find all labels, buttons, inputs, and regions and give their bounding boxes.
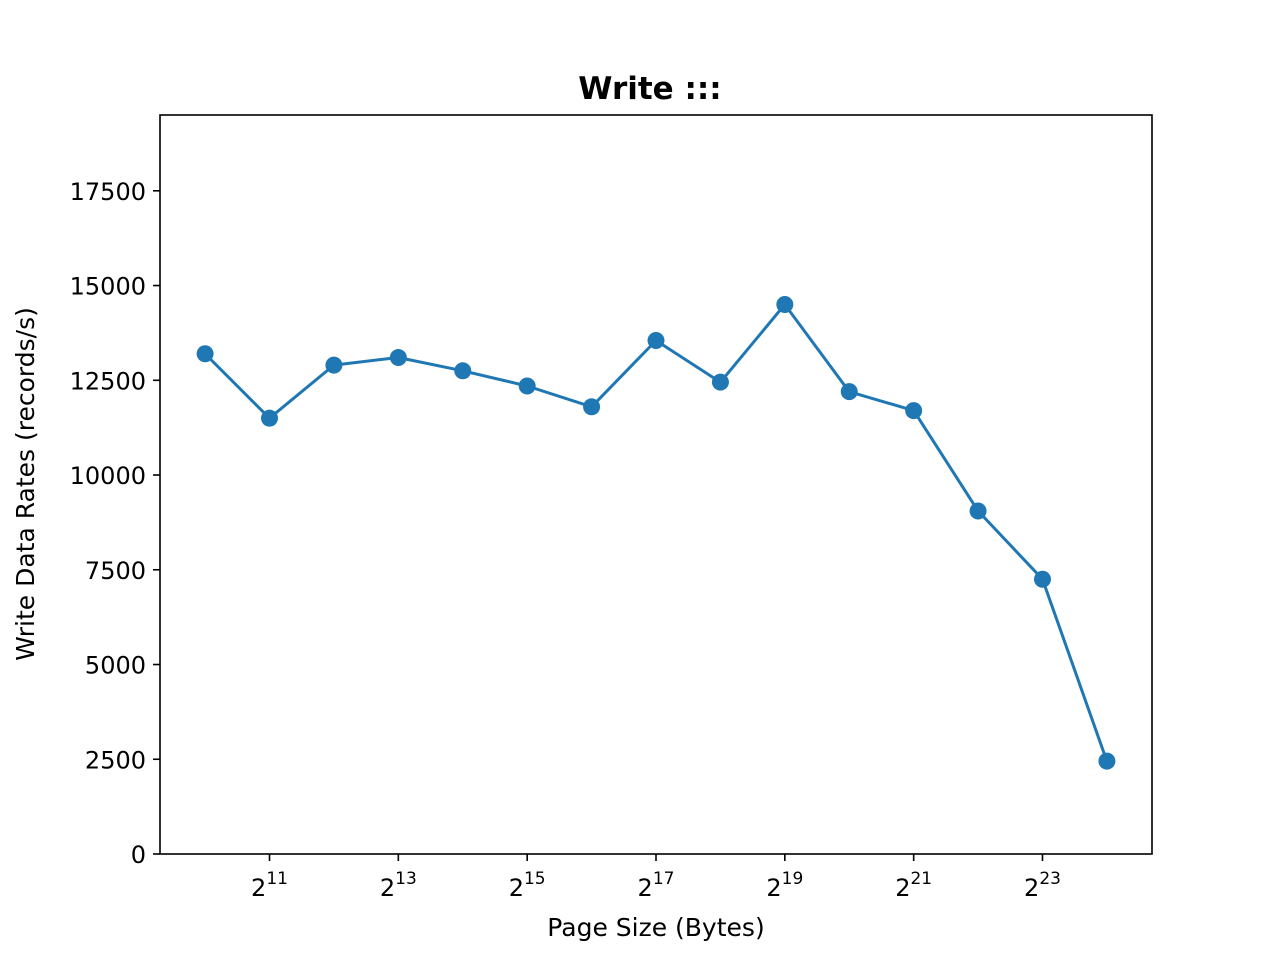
y-tick-label: 12500	[70, 367, 146, 395]
y-tick-label: 15000	[70, 273, 146, 301]
data-point	[647, 331, 665, 349]
data-point	[261, 409, 279, 427]
y-tick-label: 7500	[85, 557, 146, 585]
y-tick-label: 2500	[85, 746, 146, 774]
x-tick-label: 219	[766, 869, 803, 902]
data-point	[325, 356, 343, 374]
data-point	[905, 402, 923, 420]
x-tick-label: 217	[638, 869, 675, 902]
data-point	[1098, 752, 1116, 770]
data-point	[711, 373, 729, 391]
x-tick-label: 213	[380, 869, 417, 902]
data-point	[583, 398, 601, 416]
x-tick-label: 215	[509, 869, 546, 902]
y-tick-label: 5000	[85, 652, 146, 680]
data-point	[1033, 570, 1051, 588]
data-point	[840, 383, 858, 401]
data-series	[196, 295, 1116, 770]
x-tick-label: 221	[895, 869, 932, 902]
y-axis-label: Write Data Rates (records/s)	[11, 307, 40, 661]
y-tick-label: 0	[131, 841, 146, 869]
x-tick-label: 211	[251, 869, 288, 902]
y-tick-label: 10000	[70, 462, 146, 490]
series-line	[204, 303, 1109, 762]
data-point	[518, 377, 536, 395]
data-point	[454, 362, 472, 380]
data-point	[776, 295, 794, 313]
x-axis-label: Page Size (Bytes)	[547, 913, 764, 942]
data-point	[969, 502, 987, 520]
y-axis-ticks: 0 2500 5000 7500 10000 12500 15000 17500	[70, 178, 160, 869]
x-tick-label: 223	[1024, 869, 1061, 902]
x-axis-ticks: 211 213 215 217 219 221 223	[251, 854, 1061, 902]
chart-title: Write :::	[578, 71, 721, 107]
data-point	[389, 349, 407, 367]
y-tick-label: 17500	[70, 178, 146, 206]
plot-frame	[159, 114, 1153, 855]
data-point	[196, 345, 214, 363]
